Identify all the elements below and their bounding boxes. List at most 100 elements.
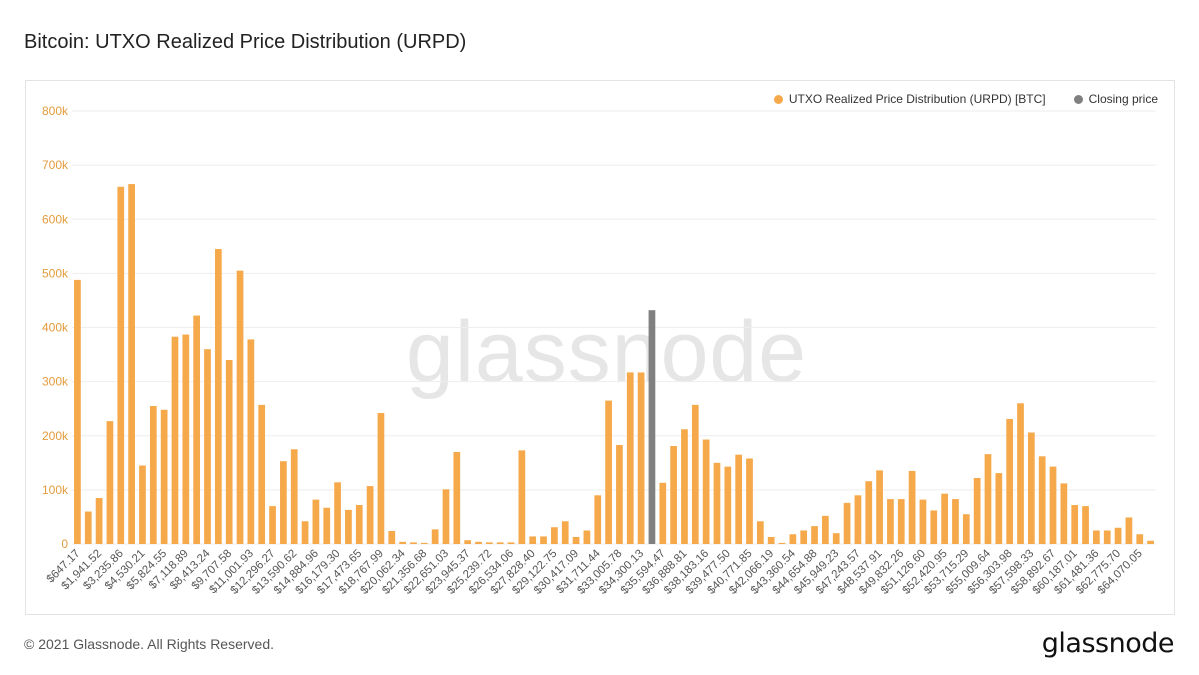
legend-label-urpd: UTXO Realized Price Distribution (URPD) … [788,92,1046,106]
watermark: glassnode [406,304,808,400]
y-tick-label: 300k [42,375,69,389]
urpd-bar [670,446,677,544]
urpd-bar [410,542,417,544]
urpd-bar [626,372,634,544]
urpd-bar [366,486,374,544]
urpd-bar [930,510,938,544]
urpd-bar [1093,530,1100,544]
y-tick-label: 100k [42,483,69,497]
urpd-bar [171,336,179,544]
urpd-bar [800,530,808,544]
urpd-bar [854,495,862,544]
urpd-bar [355,505,363,544]
urpd-bar [811,526,818,544]
urpd-bar [345,509,352,544]
y-tick-label: 600k [42,212,69,226]
urpd-bar [897,499,905,544]
urpd-bar [822,515,829,544]
urpd-bar [876,470,883,544]
y-tick-label: 500k [42,266,69,280]
urpd-bar [247,339,255,544]
urpd-bar [204,349,211,544]
urpd-bar [952,499,959,544]
urpd-bar [984,454,992,544]
y-tick-label: 400k [42,321,69,335]
legend-item-urpd[interactable]: UTXO Realized Price Distribution (URPD) … [773,92,1046,106]
urpd-bar [1103,530,1111,544]
urpd-bar [659,482,667,544]
urpd-bar [616,444,623,544]
urpd-bar [258,404,266,544]
urpd-bar [301,521,309,544]
urpd-bar [887,499,894,544]
copyright-footer: © 2021 Glassnode. All Rights Reserved. [24,636,275,652]
urpd-bar [280,461,287,544]
urpd-bar [1114,527,1122,544]
urpd-bar [117,186,125,544]
y-tick-label: 800k [42,104,69,118]
urpd-bar [941,493,948,544]
urpd-bar [572,536,580,544]
legend-swatch-closing-price [1073,94,1083,104]
urpd-bar [464,540,472,544]
urpd-bar [84,511,92,544]
chart-title: Bitcoin: UTXO Realized Price Distributio… [24,31,467,53]
urpd-bar [312,499,320,544]
urpd-bar [843,502,851,544]
urpd-bar [388,531,396,544]
legend: UTXO Realized Price Distribution (URPD) … [773,92,1158,106]
urpd-bar [561,521,569,544]
urpd-bar [1017,403,1024,544]
urpd-bar [551,527,558,544]
urpd-bar [973,477,981,544]
urpd-bar [637,372,645,544]
urpd-bar [214,249,222,545]
urpd-bar [756,521,764,544]
urpd-bar [583,530,591,544]
urpd-bar [529,536,537,544]
urpd-bar [193,315,201,544]
urpd-bar [540,536,547,544]
urpd-bar [139,465,146,544]
urpd-bar [496,542,504,544]
urpd-bar [95,497,103,544]
urpd-bar [149,405,157,544]
urpd-bar [789,534,797,544]
urpd-bar [225,359,233,544]
urpd-bar [746,458,753,544]
urpd-bar [1136,534,1144,544]
urpd-bar [919,499,927,544]
urpd-bar [323,507,331,544]
legend-item-closing-price[interactable]: Closing price [1073,92,1158,106]
legend-swatch-urpd [773,94,783,104]
urpd-bar [290,449,298,544]
urpd-bar [182,334,190,544]
urpd-bar [507,542,515,544]
legend-label-closing-price: Closing price [1088,92,1158,106]
urpd-bar [431,529,439,544]
urpd-bar [420,542,428,544]
urpd-bar [908,470,916,544]
urpd-bar [377,413,385,544]
urpd-bar [269,506,276,544]
closing-price-bar [648,310,656,544]
urpd-bar [713,462,721,544]
urpd-bar [1071,505,1079,544]
urpd-bar [518,450,526,544]
urpd-bar [681,429,688,544]
urpd-chart: 0100k200k300k400k500k600k700k800k$647.17… [42,104,1156,597]
urpd-bar [453,451,461,544]
urpd-bar [128,184,135,544]
y-tick-label: 700k [42,158,69,172]
urpd-bar [236,270,244,544]
urpd-bar [1060,483,1068,544]
urpd-bar [1038,456,1046,544]
urpd-bar [1082,506,1089,544]
urpd-bar [832,533,840,544]
urpd-bar [1125,517,1133,544]
urpd-bar [334,482,341,544]
y-tick-label: 0 [61,537,68,551]
urpd-bar [865,481,873,544]
urpd-bar [767,536,775,544]
urpd-bar [702,439,710,544]
